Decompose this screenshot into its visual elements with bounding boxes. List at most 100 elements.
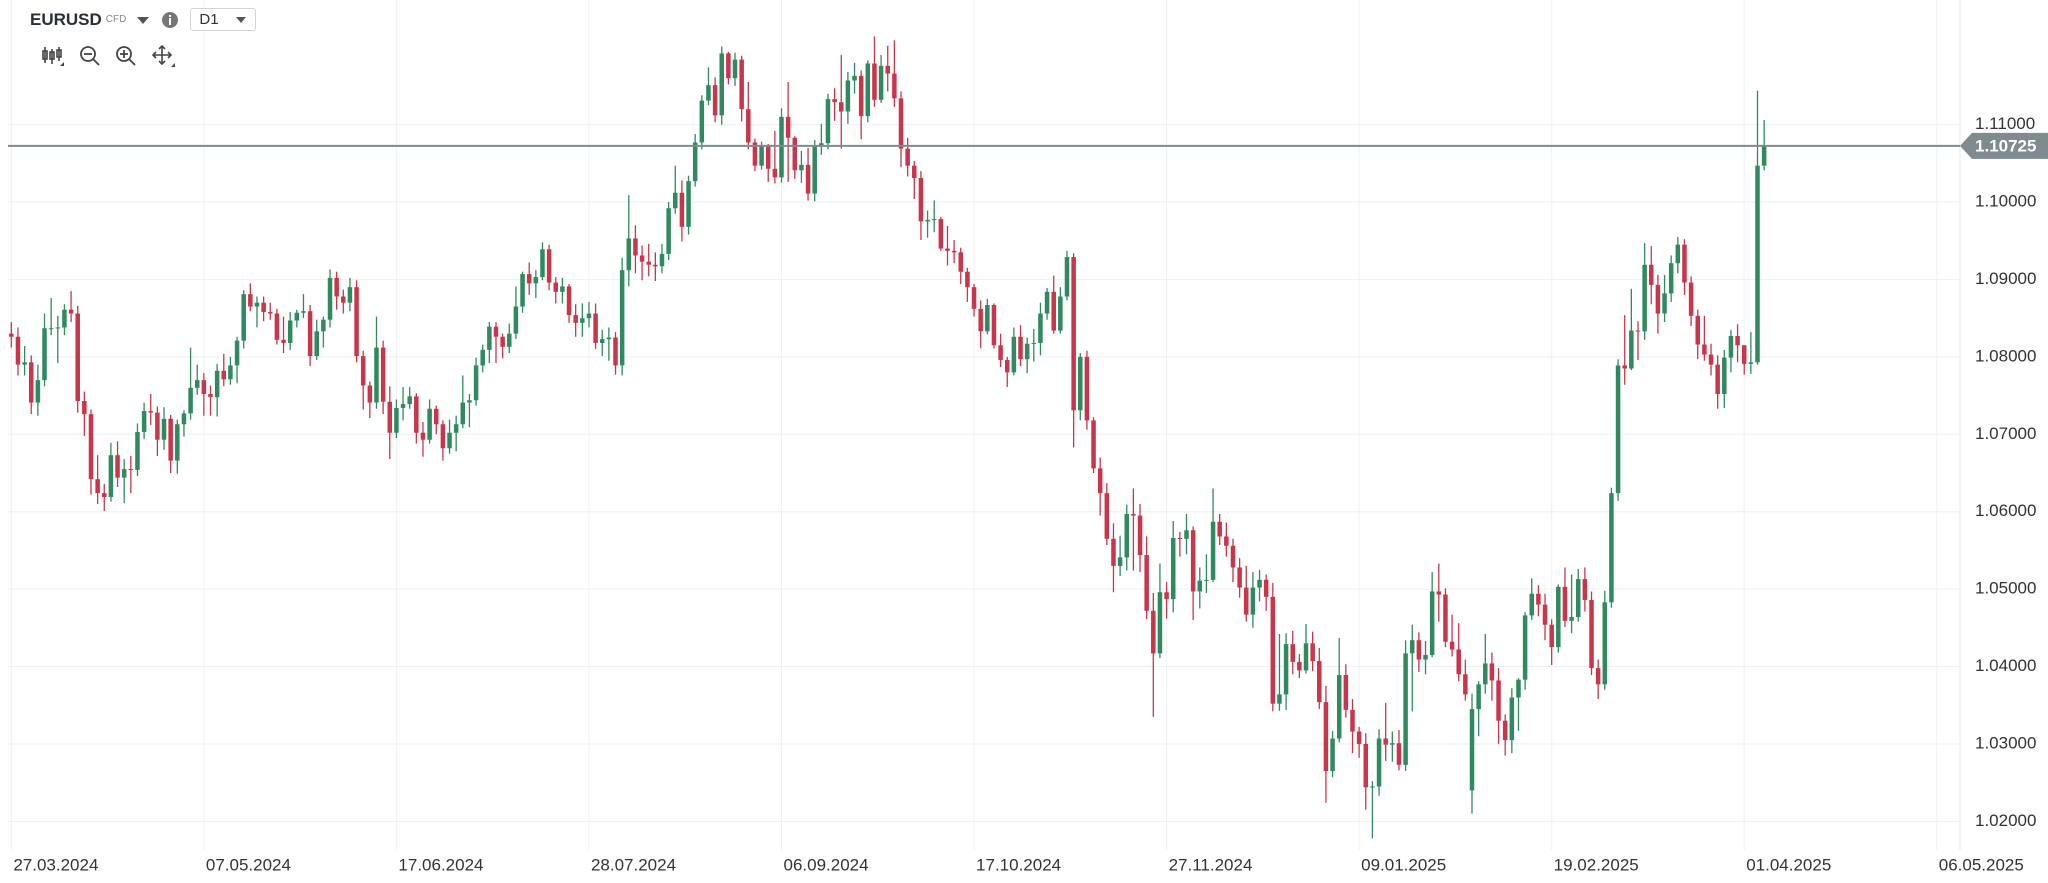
candle-body	[1662, 293, 1667, 314]
candle-body	[1688, 282, 1694, 316]
candle-body	[599, 339, 605, 343]
candle-body	[287, 320, 293, 343]
zoom-in-tool[interactable]	[114, 44, 138, 68]
candle-body	[838, 102, 844, 112]
candle-body	[526, 274, 532, 284]
instrument-type: CFD	[105, 14, 127, 25]
candle-body	[128, 469, 134, 471]
candle-body	[480, 349, 485, 366]
candle-body	[1210, 521, 1216, 580]
candle-body	[1356, 731, 1362, 744]
candle-body	[28, 362, 34, 403]
candle-body	[1230, 545, 1236, 568]
candle-body	[706, 85, 711, 101]
candle-body	[1715, 364, 1720, 395]
candle-body	[765, 145, 771, 169]
candle-body	[1170, 538, 1176, 600]
candle-body	[945, 248, 950, 251]
candle-body	[248, 294, 253, 307]
candle-body	[55, 327, 61, 329]
candle-body	[759, 145, 764, 166]
candle-body	[925, 219, 930, 222]
candle-body	[566, 286, 572, 316]
candle-body	[1483, 663, 1488, 685]
candle-body	[805, 164, 811, 194]
x-tick-label: 28.07.2024	[591, 855, 676, 874]
candle-body	[1164, 592, 1169, 600]
candle-body	[998, 345, 1003, 360]
candle-body	[1562, 586, 1568, 621]
candle-body	[1290, 644, 1295, 662]
candle-body	[832, 99, 837, 103]
candle-body	[978, 308, 983, 332]
candle-body	[1350, 709, 1355, 732]
candle-body	[1131, 514, 1136, 516]
candle-body	[1310, 643, 1315, 662]
candle-body	[1277, 694, 1282, 704]
pan-tool[interactable]	[150, 44, 176, 68]
y-tick-label: 1.02000	[1975, 811, 2036, 830]
candle-body	[858, 75, 864, 117]
candle-body	[307, 311, 313, 357]
candle-body	[1602, 602, 1608, 685]
candle-body	[593, 313, 598, 343]
candle-body	[1489, 663, 1495, 681]
candle-body	[666, 208, 671, 254]
candle-body	[732, 59, 738, 79]
chart-type-tool[interactable]	[40, 44, 66, 68]
candle-body	[88, 414, 94, 480]
symbol[interactable]: EURUSD	[30, 9, 102, 29]
candle-body	[1011, 336, 1017, 373]
candle-body	[168, 418, 173, 461]
candle-body	[1682, 244, 1687, 283]
info-icon[interactable]	[160, 10, 180, 30]
candle-body	[1237, 567, 1242, 588]
candle-body	[1622, 365, 1627, 369]
zoom-out-tool[interactable]	[78, 44, 102, 68]
candle-body	[394, 407, 399, 433]
candle-body	[692, 142, 698, 182]
candle-body	[1403, 653, 1408, 765]
candle-body	[739, 59, 744, 110]
candle-body	[181, 413, 187, 425]
candle-body	[453, 424, 459, 433]
candle-body	[513, 306, 519, 334]
candle-body	[785, 116, 791, 138]
candle-body	[1509, 697, 1515, 741]
candle-body	[1117, 557, 1123, 566]
candle-body	[1124, 514, 1130, 558]
candle-body	[779, 116, 784, 178]
candle-body	[208, 394, 213, 398]
candle-body	[1569, 616, 1574, 621]
candle-body	[1084, 356, 1090, 421]
candle-body	[1463, 674, 1468, 695]
chart-tools	[40, 44, 176, 68]
candle-body	[1263, 579, 1269, 597]
candle-body	[825, 99, 831, 144]
candle-body	[374, 347, 379, 403]
candle-body	[1502, 720, 1508, 741]
timeframe-select[interactable]: D1	[190, 8, 257, 31]
candle-body	[1649, 264, 1654, 285]
candle-body	[845, 80, 851, 112]
candle-body	[1343, 675, 1349, 710]
candle-body	[1071, 257, 1076, 411]
candle-body	[1735, 335, 1740, 346]
candle-body	[347, 287, 353, 303]
x-tick-label: 27.11.2024	[1169, 855, 1253, 874]
candle-body	[9, 333, 14, 337]
candle-body	[1396, 743, 1402, 765]
candle-body	[1323, 702, 1329, 772]
candle-body	[699, 100, 705, 143]
y-tick-label: 1.05000	[1975, 579, 2036, 598]
symbol-dropdown[interactable]	[136, 15, 150, 25]
candle-body	[380, 347, 386, 402]
y-tick-label: 1.04000	[1975, 656, 2036, 675]
candle-body	[1469, 709, 1475, 791]
candle-body	[878, 65, 884, 100]
candle-body	[42, 328, 47, 381]
candle-body	[553, 282, 559, 292]
candle-body	[141, 411, 147, 432]
candle-body	[1675, 244, 1681, 264]
candle-body	[898, 98, 904, 149]
